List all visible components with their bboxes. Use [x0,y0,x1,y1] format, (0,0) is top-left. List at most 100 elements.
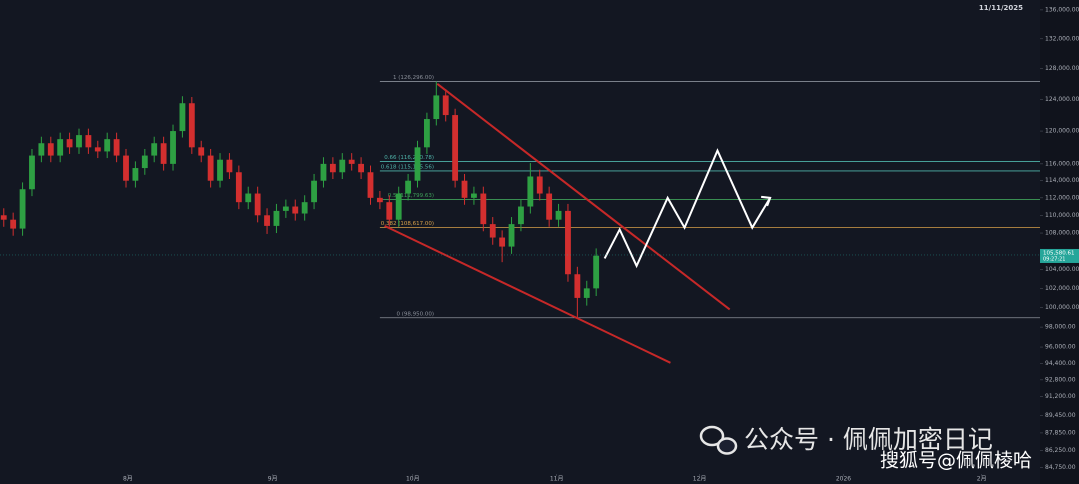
y-tick-label: 89,450.00 [1045,412,1076,419]
candle-body [29,155,35,190]
candle-body [320,163,327,181]
y-tick-label: 136,000.00 [1045,6,1079,13]
candle-body [198,147,205,156]
fib-label: 0.5 (111,799.63) [388,193,434,199]
y-tick-label: 92,800.00 [1045,376,1076,383]
candle-body [141,155,148,169]
candle-body [132,168,139,181]
candle-body [574,274,581,298]
x-tick-label: 10月 [406,476,420,483]
x-tick-label: 9月 [268,476,278,483]
candle-body [254,193,261,216]
candle-body [471,193,477,198]
candle-body [179,103,186,132]
candle-body [273,210,280,226]
y-tick-label: 86,250.00 [1045,447,1076,454]
candle-body [480,193,487,225]
candle-body [527,176,534,207]
candle-body [376,197,383,203]
candle-body [536,176,543,194]
candle-body [10,219,17,229]
candle-body [593,255,600,289]
fib-label: 0 (98,950.00) [396,311,434,317]
candle-body [555,210,562,220]
candle-body [499,237,506,247]
candle-body [508,224,515,247]
candle-body [160,143,167,164]
candle-body [546,193,553,220]
wechat-icon [699,425,738,455]
candle-body [518,206,524,225]
candle-body [358,163,364,173]
candle-body [311,180,317,203]
fib-label: 0.382 (108,617.00) [381,221,434,227]
projection-arrowhead [761,195,772,207]
y-tick-label: 104,000.00 [1045,266,1079,273]
candle-body [188,103,195,148]
candle-body [104,139,111,152]
candle-body [329,163,336,173]
candle-body [66,139,73,148]
candle-body [433,95,440,120]
y-tick-label: 94,400.00 [1045,360,1076,367]
y-tick-label: 114,000.00 [1045,177,1079,184]
candle-body [207,155,214,181]
candle-body [583,288,590,298]
candle-body [386,202,393,220]
y-tick-label: 91,200.00 [1045,393,1076,400]
y-tick-label: 112,000.00 [1045,194,1079,201]
candle-body [442,95,449,116]
y-tick-label: 98,000.00 [1045,324,1076,331]
trendline [384,225,671,364]
candle-body [226,159,233,173]
candle-body [76,135,82,148]
fib-label: 0.66 (116,290.78) [384,155,434,161]
candle-body [264,215,270,226]
candle-body [245,193,252,203]
y-tick-label: 120,000.00 [1045,128,1079,135]
candle-body [113,139,120,156]
candle-body [301,202,308,214]
candle-body [339,159,346,173]
price-tag-label: 105,580.61 [1043,250,1075,256]
candle-body [170,131,176,164]
candle-body [235,172,242,203]
watermark: 搜狐号@佩佩棱哈 [880,450,1032,472]
candle-body [414,147,421,181]
y-tick-label: 132,000.00 [1045,35,1079,42]
x-tick-label: 11月 [550,476,564,483]
candle-body [565,210,571,275]
y-tick-label: 96,000.00 [1045,344,1076,351]
y-tick-label: 124,000.00 [1045,96,1079,103]
price-tag-countdown: 09:27:21 [1043,256,1065,262]
candle-body [348,159,355,164]
candle-body [282,206,289,211]
y-tick-label: 87,850.00 [1045,429,1076,436]
candle-body [423,119,430,148]
candle-body [151,143,158,156]
candle-body [19,189,26,229]
candle-body [0,215,7,220]
candle-body [452,115,459,181]
candle-body [395,193,402,220]
date-label: 11/11/2025 [979,4,1023,12]
candle-body [489,224,496,238]
candle-body [217,159,223,181]
x-tick-label: 2026 [836,476,851,483]
y-tick-label: 102,000.00 [1045,285,1079,292]
candle-body [38,143,45,156]
candle-body [405,180,412,194]
fib-label: 1 (126,296.00) [393,75,434,81]
watermark: 公众号 · 佩佩加密日记 [744,425,993,454]
y-tick-label: 108,000.00 [1045,230,1079,237]
candle-body [292,206,299,214]
candle-body [461,180,468,198]
candle-body [94,147,101,152]
candle-body [47,143,54,156]
candle-body [57,139,64,156]
y-tick-label: 128,000.00 [1045,65,1079,72]
y-tick-label: 100,000.00 [1045,304,1079,311]
